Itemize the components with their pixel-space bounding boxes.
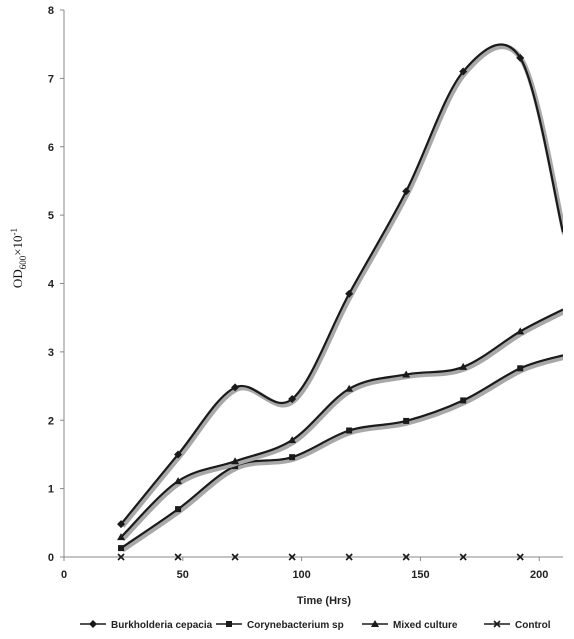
data-point-control	[288, 553, 296, 561]
data-point-corynebacterium-sp	[175, 506, 182, 513]
series-group	[117, 43, 563, 561]
legend-item: Corynebacterium sp	[216, 620, 344, 631]
x-axis-label: Time (Hrs)	[297, 595, 352, 607]
y-tick-label: 2	[48, 415, 54, 427]
data-point-corynebacterium-sp	[289, 454, 296, 461]
data-point-mixed-culture	[174, 477, 183, 485]
x-tick-label: 150	[411, 569, 429, 581]
series-line-burkholderia-cepacia	[120, 43, 563, 525]
data-point-control	[402, 553, 410, 561]
data-point-burkholderia-cepacia	[231, 383, 240, 392]
legend-label: Corynebacterium sp	[247, 620, 344, 631]
y-axis-label-mid: ×10	[10, 235, 25, 255]
series-control	[117, 553, 524, 561]
series-burkholderia-cepacia	[117, 43, 563, 529]
chart-axes	[63, 10, 563, 558]
x-tick-label: 100	[292, 569, 310, 581]
data-point-control	[459, 553, 467, 561]
y-axis-label: OD600×10-1	[9, 228, 28, 288]
data-point-burkholderia-cepacia	[117, 520, 126, 529]
legend-item: Control	[484, 620, 551, 631]
y-tick-label: 1	[48, 484, 54, 496]
data-point-control	[174, 553, 182, 561]
legend: Burkholderia cepacia Corynebacterium sp Mi…	[80, 620, 551, 631]
data-point-mixed-culture	[345, 384, 354, 392]
y-tick-label: 7	[48, 73, 54, 85]
data-point-corynebacterium-sp	[517, 365, 524, 372]
data-point-corynebacterium-sp	[403, 417, 410, 424]
series-shadow-corynebacterium-sp	[121, 355, 563, 553]
series-mixed-culture	[117, 308, 563, 541]
data-point-control	[117, 553, 125, 561]
y-axis-label-sup: -1	[9, 228, 19, 236]
data-point-burkholderia-cepacia	[459, 67, 468, 76]
y-tick-label: 4	[48, 279, 55, 291]
data-point-corynebacterium-sp	[346, 427, 353, 434]
data-point-burkholderia-cepacia	[288, 395, 297, 404]
legend-marker	[371, 620, 379, 627]
x-tick-label: 0	[61, 569, 67, 581]
y-tick-label: 3	[48, 347, 54, 359]
legend-marker	[89, 620, 97, 628]
data-point-mixed-culture	[402, 370, 411, 378]
legend-label: Burkholderia cepacia	[111, 620, 213, 631]
legend-marker	[493, 620, 501, 628]
y-tick-labels: 0 1 2 3 4 5 6 7 8	[48, 5, 64, 564]
data-point-control	[516, 553, 524, 561]
data-point-mixed-culture	[288, 436, 297, 444]
y-tick-label: 0	[48, 552, 54, 564]
y-tick-label: 8	[48, 5, 54, 17]
legend-label: Control	[515, 620, 551, 631]
data-point-burkholderia-cepacia	[402, 187, 411, 196]
data-point-mixed-culture	[117, 533, 126, 541]
legend-item: Burkholderia cepacia	[80, 620, 213, 631]
data-point-corynebacterium-sp	[460, 397, 467, 404]
data-point-mixed-culture	[459, 362, 468, 370]
series-shadow-burkholderia-cepacia	[120, 44, 563, 528]
svg-text:OD600×10-1: OD600×10-1	[9, 228, 28, 288]
y-tick-label: 6	[48, 142, 54, 154]
y-tick-label: 5	[48, 210, 54, 222]
y-axis-label-main: OD	[10, 269, 25, 288]
legend-item: Mixed culture	[362, 620, 458, 631]
legend-label: Mixed culture	[393, 620, 458, 631]
data-point-control	[345, 553, 353, 561]
data-point-mixed-culture	[516, 327, 525, 335]
data-point-burkholderia-cepacia	[516, 53, 525, 62]
data-point-control	[231, 553, 239, 561]
data-point-corynebacterium-sp	[118, 545, 125, 552]
data-point-mixed-culture	[231, 457, 240, 465]
y-axis-label-sub: 600	[18, 255, 28, 269]
x-tick-labels: 0 50 100 150 200	[61, 557, 548, 581]
x-tick-label: 200	[530, 569, 548, 581]
legend-marker	[226, 621, 232, 627]
x-tick-label: 50	[177, 569, 189, 581]
data-point-burkholderia-cepacia	[345, 289, 354, 298]
data-point-burkholderia-cepacia	[174, 450, 183, 459]
